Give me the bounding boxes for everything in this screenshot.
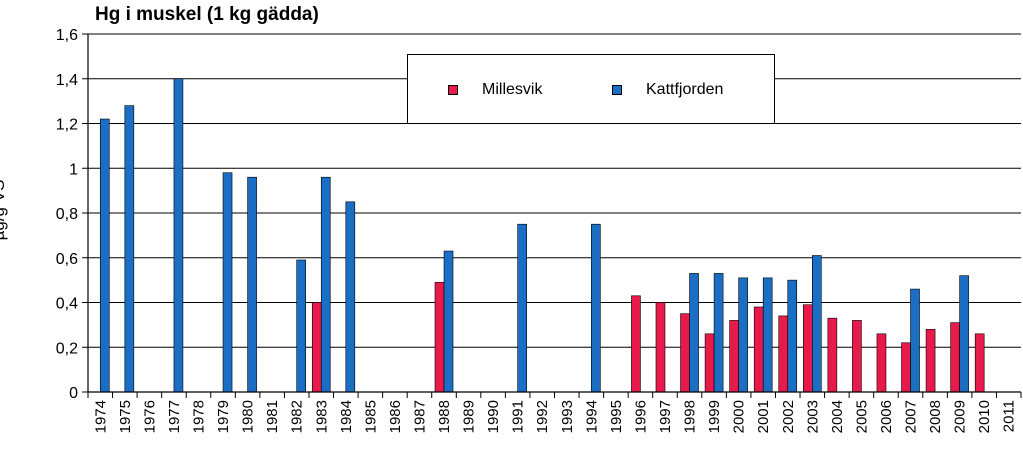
x-tick-label: 1977 xyxy=(166,400,183,433)
x-tick-label: 1983 xyxy=(313,400,330,433)
x-tick-label: 1995 xyxy=(608,400,625,433)
x-tick-label: 2007 xyxy=(903,400,920,433)
bar-kattfjorden-2007 xyxy=(910,288,920,393)
y-axis-label: µg/g VS xyxy=(0,179,8,241)
legend: Millesvik Kattfjorden xyxy=(407,54,775,124)
x-tick-label: 2004 xyxy=(829,400,846,433)
bar-millesvik-1997 xyxy=(655,302,666,393)
x-tick-label: 1979 xyxy=(215,400,232,433)
x-tick-label: 2001 xyxy=(755,400,772,433)
y-tick-label: 0,4 xyxy=(56,296,78,313)
bar-kattfjorden-1974 xyxy=(99,118,110,393)
bar-millesvik-2003 xyxy=(803,304,813,393)
x-tick-label: 1981 xyxy=(264,400,281,433)
bar-kattfjorden-2001 xyxy=(762,277,773,393)
y-tick-label: 1,2 xyxy=(56,117,78,134)
bar-kattfjorden-2003 xyxy=(812,255,822,393)
x-tick-label: 1993 xyxy=(559,400,576,433)
legend-swatch-kattfjorden xyxy=(612,85,622,95)
x-tick-labels: 1974 1975 1976 1977 1978 1979 1980 1981 1982 1983… xyxy=(87,392,1022,433)
x-tick-label: 1975 xyxy=(117,400,134,433)
bar-kattfjorden-1999 xyxy=(713,273,724,393)
y-tick-label: 0,8 xyxy=(56,206,78,223)
bar-kattfjorden-2000 xyxy=(738,277,748,393)
x-tick-label: 2000 xyxy=(731,400,748,433)
bar-kattfjorden-1982 xyxy=(296,259,306,393)
y-tick-labels: 0 0,2 0,4 0,6 0,8 1 1,2 1,4 1,6 xyxy=(56,27,78,402)
bar-millesvik-2006 xyxy=(876,333,887,393)
bar-millesvik-2010 xyxy=(974,333,985,393)
bar-millesvik-1996 xyxy=(631,295,641,393)
x-tick-label: 1988 xyxy=(436,400,453,433)
bar-millesvik-2004 xyxy=(827,317,838,393)
bar-kattfjorden-1988 xyxy=(443,250,454,393)
x-tick-label: 1991 xyxy=(510,400,527,433)
y-tick-label: 0,6 xyxy=(56,251,78,268)
bar-kattfjorden-1984 xyxy=(345,201,356,393)
x-tick-label: 1976 xyxy=(141,400,158,433)
x-tick-label: 1980 xyxy=(240,400,257,433)
bar-millesvik-2001 xyxy=(753,306,764,393)
x-tick-label: 1989 xyxy=(461,400,478,433)
bar-millesvik-2005 xyxy=(852,320,862,393)
x-tick-label: 1996 xyxy=(632,400,649,433)
chart-title: Hg i muskel (1 kg gädda) xyxy=(95,4,319,25)
bar-millesvik-1988 xyxy=(434,282,445,393)
legend-label-kattfjorden: Kattfjorden xyxy=(646,81,724,98)
x-tick-label: 2002 xyxy=(780,400,797,433)
bars xyxy=(99,78,985,393)
bar-kattfjorden-1998 xyxy=(689,273,699,393)
bar-kattfjorden-1975 xyxy=(124,105,135,393)
x-tick-label: 1986 xyxy=(387,400,404,433)
x-tick-label: 1984 xyxy=(338,400,355,433)
x-tick-label: 1998 xyxy=(682,400,699,433)
bar-millesvik-2000 xyxy=(729,320,739,393)
y-tick-label: 1 xyxy=(69,161,78,178)
x-tick-label: 1978 xyxy=(190,400,207,433)
y-tick-label: 0,2 xyxy=(56,340,78,357)
x-tick-label: 2009 xyxy=(952,400,969,433)
x-tick-label: 1974 xyxy=(92,400,109,433)
bar-millesvik-2008 xyxy=(925,329,936,393)
bar-kattfjorden-1980 xyxy=(247,176,257,393)
legend-item-millesvik: Millesvik xyxy=(448,81,542,99)
bar-kattfjorden-2009 xyxy=(959,275,969,393)
x-tick-label: 2008 xyxy=(927,400,944,433)
x-tick-label: 1982 xyxy=(289,400,306,433)
bar-kattfjorden-1983 xyxy=(320,176,331,393)
bar-millesvik-2009 xyxy=(950,322,960,393)
x-tick-label: 1990 xyxy=(485,400,502,433)
bar-kattfjorden-1994 xyxy=(591,223,601,393)
x-tick-label: 1992 xyxy=(534,400,551,433)
x-tick-label: 1985 xyxy=(362,400,379,433)
y-tick-label: 0 xyxy=(69,385,78,402)
bar-millesvik-2002 xyxy=(778,315,789,393)
y-tick-label: 1,6 xyxy=(56,27,78,44)
legend-swatch-millesvik xyxy=(448,85,458,95)
x-tick-label: 2011 xyxy=(1001,400,1018,432)
x-tick-label: 1987 xyxy=(411,400,428,433)
bar-millesvik-1998 xyxy=(680,313,690,393)
x-tick-label: 2010 xyxy=(976,400,993,433)
x-tick-label: 1997 xyxy=(657,400,674,433)
x-tick-label: 1999 xyxy=(706,400,723,433)
x-tick-label: 2003 xyxy=(804,400,821,433)
x-tick-label: 2005 xyxy=(853,400,870,433)
bar-kattfjorden-1977 xyxy=(173,78,184,393)
y-tick-label: 1,4 xyxy=(56,72,78,89)
legend-label-millesvik: Millesvik xyxy=(482,81,543,98)
bar-millesvik-1999 xyxy=(704,333,715,393)
bar-kattfjorden-1991 xyxy=(517,223,527,393)
bar-millesvik-2007 xyxy=(901,342,911,393)
bar-kattfjorden-2002 xyxy=(787,279,798,393)
legend-item-kattfjorden: Kattfjorden xyxy=(612,81,723,99)
x-tick-label: 2006 xyxy=(878,400,895,433)
bar-millesvik-1983 xyxy=(311,302,322,393)
x-tick-label: 1994 xyxy=(583,400,600,433)
bar-kattfjorden-1979 xyxy=(222,172,233,393)
